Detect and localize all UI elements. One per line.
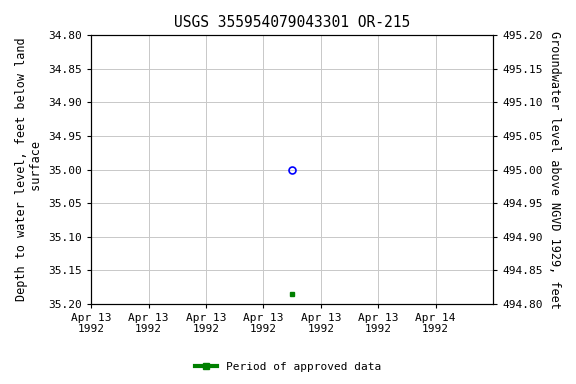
Y-axis label: Groundwater level above NGVD 1929, feet: Groundwater level above NGVD 1929, feet (548, 31, 561, 308)
Title: USGS 355954079043301 OR-215: USGS 355954079043301 OR-215 (174, 15, 410, 30)
Legend: Period of approved data: Period of approved data (191, 358, 385, 377)
Y-axis label: Depth to water level, feet below land
 surface: Depth to water level, feet below land su… (15, 38, 43, 301)
